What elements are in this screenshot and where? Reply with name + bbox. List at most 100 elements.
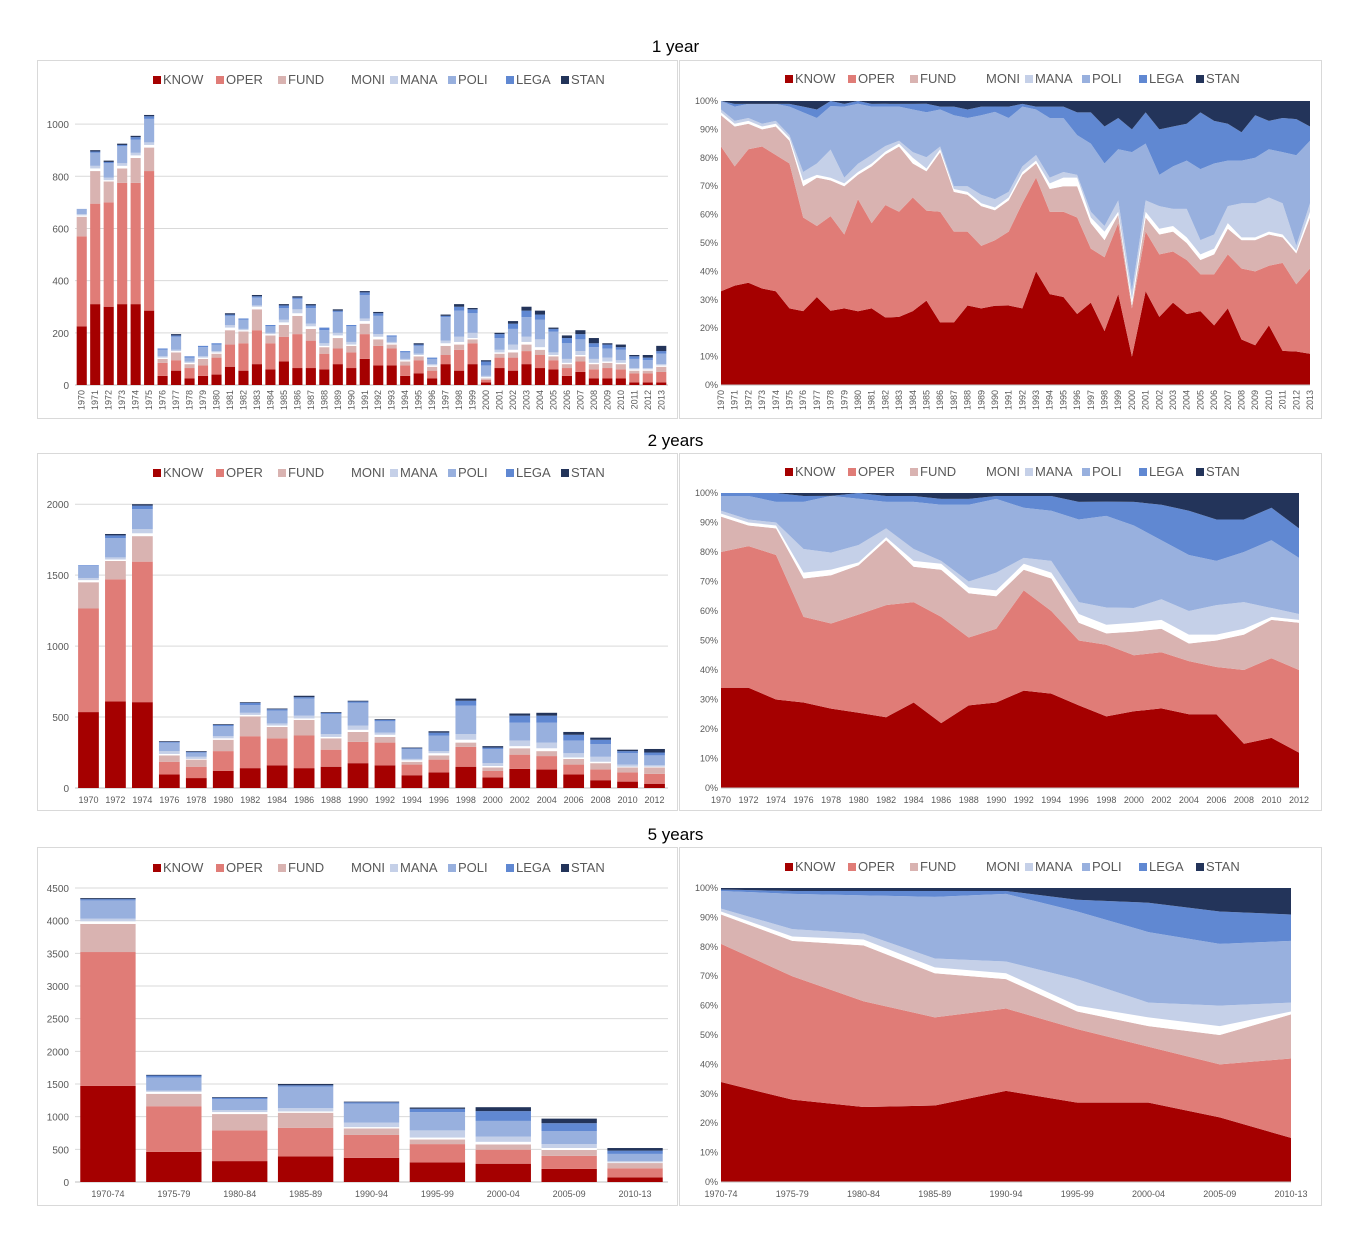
bar1y-bar-poli <box>332 311 343 333</box>
bar1y-bar-moni <box>224 327 236 331</box>
bar5y-ytick: 2000 <box>47 1047 70 1058</box>
bar1y-bar-mana <box>588 358 599 363</box>
bar1y-xtick: 2009 <box>602 390 612 410</box>
area2y-legend-label-mana: MANA <box>1035 464 1073 479</box>
bar1y-xtick: 1989 <box>333 390 343 410</box>
bar2y-bar-mana <box>509 740 531 747</box>
bar5y-bar-stan <box>475 1107 531 1112</box>
bar1y-bar-fund <box>278 324 289 337</box>
bar5y-xtick: 2005-09 <box>553 1189 586 1199</box>
bar1y-bar-moni <box>413 354 424 357</box>
bar1y-bar-poli <box>494 338 505 350</box>
bar2y-bar-moni <box>293 718 315 720</box>
bar2y-xtick: 2008 <box>591 795 611 805</box>
area1y-ytick: 40% <box>700 266 718 276</box>
area2y-ytick: 80% <box>700 547 718 557</box>
bar1y-bar-mana <box>305 323 316 327</box>
bar2y-bar-stan <box>401 747 423 749</box>
area5y-legend-label-fund: FUND <box>920 859 956 874</box>
bar5y-bar-oper <box>80 952 136 1086</box>
bar2y-bar-know <box>536 769 558 788</box>
bar1y-bar-fund <box>373 339 384 346</box>
bar1y-bar-lega <box>481 361 492 366</box>
bar1y-bar-fund <box>359 323 370 335</box>
bar1y-bar-moni <box>642 369 653 371</box>
bar5y-legend-label-fund: FUND <box>288 860 324 875</box>
bar2y-xtick: 1998 <box>456 795 476 805</box>
bar2y-legend-label-oper: OPER <box>226 465 263 480</box>
area2y-xtick: 2006 <box>1206 795 1226 805</box>
area1y-legend-swatch-lega <box>1139 75 1147 83</box>
bar1y-xtick: 1987 <box>306 390 316 410</box>
bar1y-bar-fund <box>656 366 667 372</box>
area5y-legend-swatch-mana <box>1025 863 1033 871</box>
area5y-legend-label-know: KNOW <box>795 859 836 874</box>
bar1y-bar-know <box>629 382 640 385</box>
bar2y-bar-fund <box>536 751 558 757</box>
area2y-ytick: 50% <box>700 636 718 646</box>
area1y-legend-label-fund: FUND <box>920 71 956 86</box>
bar5y-bar-moni <box>343 1127 400 1129</box>
bar2y-bar-lega <box>428 732 450 736</box>
area2y-ytick: 40% <box>700 665 718 675</box>
bar1y-bar-know <box>157 375 168 385</box>
bar1y-bar-know <box>656 382 667 385</box>
bar1y-bar-know <box>103 306 114 385</box>
bar1y-bar-stan <box>548 327 559 329</box>
bar2y-bar-fund <box>374 736 396 743</box>
bar2y-xtick: 1982 <box>240 795 260 805</box>
bar1y-bar-lega <box>359 292 370 295</box>
bar5y-bar-oper <box>212 1130 268 1162</box>
bar1y-bar-poli <box>103 163 114 178</box>
bar5y-bar-mana <box>541 1144 597 1149</box>
area2y-legend-swatch-fund <box>910 468 918 476</box>
bar-chart-1year: KNOW OPER FUND MONI MANA POLI LEGA STAN 0 200 400 6… <box>47 72 668 410</box>
bar2y-bar-oper <box>617 772 638 782</box>
bar5y-bar-poli <box>475 1120 531 1137</box>
bar2y-bar-mana <box>563 753 585 758</box>
area5y-legend-swatch-lega <box>1139 863 1147 871</box>
bar1y-bar-lega <box>615 347 626 350</box>
bar1y-bar-mana <box>427 364 438 366</box>
bar1y-xtick: 1970 <box>77 390 87 410</box>
area-chart-2years: KNOW OPER FUND MONI MANA POLI LEGA STAN 0% 10% 20%… <box>695 464 1309 805</box>
area1y-xtick: 1989 <box>976 390 986 410</box>
area1y-xtick: 2006 <box>1209 390 1219 410</box>
bar2y-bar-know <box>320 766 342 788</box>
bar1y-bar-fund <box>507 352 519 358</box>
bar1y-bar-poli <box>144 118 155 143</box>
bar1y-bar-fund <box>238 331 249 344</box>
area1y-xtick: 2002 <box>1154 390 1164 410</box>
bar1y-bar-know <box>144 310 155 385</box>
bar2y-bar-fund <box>347 731 369 742</box>
bar1y-bar-poli <box>130 139 141 153</box>
area-chart-panel-2years: KNOW OPER FUND MONI MANA POLI LEGA STAN 0% 10% 20%… <box>679 453 1322 811</box>
bar1y-bar-oper <box>494 357 505 369</box>
bar5y-legend-swatch-lega <box>506 864 514 872</box>
area2y-legend-swatch-mana <box>1025 468 1033 476</box>
bar1y-bar-oper <box>157 362 168 376</box>
bar1y-bar-fund <box>400 361 411 366</box>
bar5y-bar-mana <box>146 1090 202 1092</box>
bar5y-bar-fund <box>475 1144 531 1150</box>
bar2y-bar-stan <box>563 731 585 735</box>
bar1y-bar-fund <box>413 356 424 361</box>
bar2y-bar-poli <box>105 538 126 558</box>
bar1y-bar-moni <box>534 347 546 350</box>
bar2y-bar-stan <box>105 533 126 536</box>
area5y-area-poli <box>721 890 1291 1006</box>
bar1y-bar-mana <box>90 165 101 169</box>
bar1y-bar-poli <box>184 357 195 362</box>
bar1y-xtick: 1990 <box>346 390 356 410</box>
bar5y-bar-moni <box>475 1141 531 1145</box>
bar1y-bar-oper <box>332 348 343 365</box>
bar5y-bar-poli <box>541 1131 597 1145</box>
bar5y-bar-oper <box>409 1144 466 1163</box>
bar1y-bar-poli <box>278 308 289 320</box>
area2y-legend-swatch-poli <box>1082 468 1090 476</box>
bar5y-xtick: 1995-99 <box>421 1189 454 1199</box>
bar1y-bar-fund <box>467 339 478 344</box>
bar1y-bar-stan <box>278 304 289 306</box>
bar2y-bar-fund <box>105 560 126 580</box>
bar1y-bar-oper <box>481 379 492 383</box>
